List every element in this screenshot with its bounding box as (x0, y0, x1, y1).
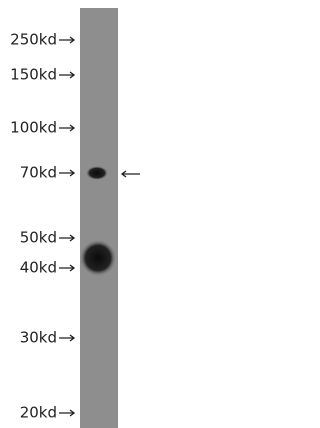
blot-figure: WWW.PTGLAB.COM 250kd 150kd 100kd 70kd 50… (10, 8, 140, 428)
lane (80, 8, 118, 428)
marker-label: 30kd (20, 329, 57, 347)
marker-label: 250kd (10, 31, 57, 49)
marker-label: 40kd (20, 259, 57, 277)
marker-label: 20kd (20, 404, 57, 422)
band-45kd (80, 240, 116, 276)
marker-label: 150kd (10, 66, 57, 84)
marker-label: 70kd (20, 164, 57, 182)
marker-label: 50kd (20, 229, 57, 247)
marker-label: 100kd (10, 119, 57, 137)
marker-labels: 250kd 150kd 100kd 70kd 50kd 40kd 30kd 20… (10, 31, 57, 422)
band-70kd (86, 166, 108, 180)
marker-arrows (59, 36, 76, 417)
watermark: WWW.PTGLAB.COM (62, 118, 81, 322)
page: WWW.PTGLAB.COM 250kd 150kd 100kd 70kd 50… (0, 0, 150, 428)
band-arrow (120, 170, 140, 178)
